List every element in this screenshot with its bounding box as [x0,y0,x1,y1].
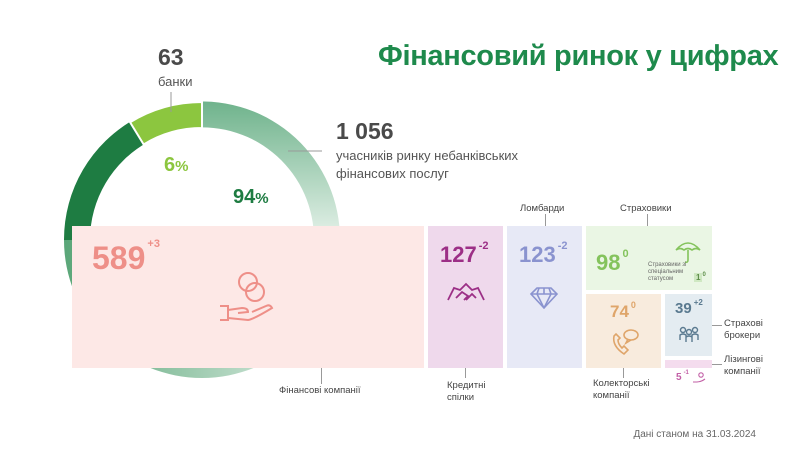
people-icon [679,326,699,342]
special-insurers-label: Страховики зі спеціальним статусом [648,262,687,282]
banks-label: банки [158,74,193,89]
insurance-brokers-tile: 39 +2 [665,294,712,356]
pawnshops-tile: 123 -2 [507,226,582,368]
diamond-icon [529,287,559,310]
pawnshops-value: 123 -2 [519,240,568,267]
coins-hand-icon [220,272,274,322]
banks-percent: 6% [164,154,189,176]
umbrella-icon [675,242,701,264]
collectors-tile: 74 0 [586,294,661,368]
donut-dark-arc [63,119,148,240]
leasing-companies-label: Лізингові компанії [724,354,763,377]
insurers-value: 98 0 [596,248,629,275]
donut-right-arc [190,101,341,240]
donut-bank-segment [128,100,203,146]
pawnshops-leader [545,214,546,226]
nonbank-count: 1 056 [336,118,394,144]
credit-unions-tile: 127 -2 [428,226,503,368]
data-date-footer: Дані станом на 31.03.2024 [633,429,756,440]
leasing-companies-leader [712,364,722,365]
finance-companies-tile: 589 +3 [72,226,424,368]
insurance-brokers-leader [712,325,722,326]
nonbank-label: учасників ринку небанківських фінансових… [336,148,519,181]
banks-count: 63 [158,44,184,70]
finance-companies-leader [321,368,322,384]
collectors-leader [623,368,624,378]
collectors-value: 74 0 [610,300,636,321]
finance-companies-value: 589 +3 [92,238,160,276]
credit-unions-label: Кредитні спілки [447,380,486,403]
leasing-companies-value: 5 -1 [676,370,689,383]
finance-companies-label: Фінансові компанії [279,385,361,396]
credit-unions-leader [465,368,466,378]
handshake-icon [447,282,485,301]
insurers-tile: 98 0 Страховики зі спеціальним статусом 1… [586,226,712,290]
insurance-brokers-label: Страхові брокери [724,318,763,341]
pawnshops-label: Ломбарди [520,203,565,214]
credit-unions-value: 127 -2 [440,240,489,267]
insurers-label: Страховики [620,203,672,214]
leasing-companies-tile [665,360,712,368]
collectors-label: Колекторські компанії [593,378,650,401]
page-title: Фінансовий ринок у цифрах [378,40,779,72]
insurance-brokers-value: 39 +2 [675,298,703,317]
insurers-leader [647,214,648,226]
hand-coin-icon [693,372,706,383]
nonbank-percent: 94% [233,186,269,208]
phone-chat-icon [612,329,639,356]
